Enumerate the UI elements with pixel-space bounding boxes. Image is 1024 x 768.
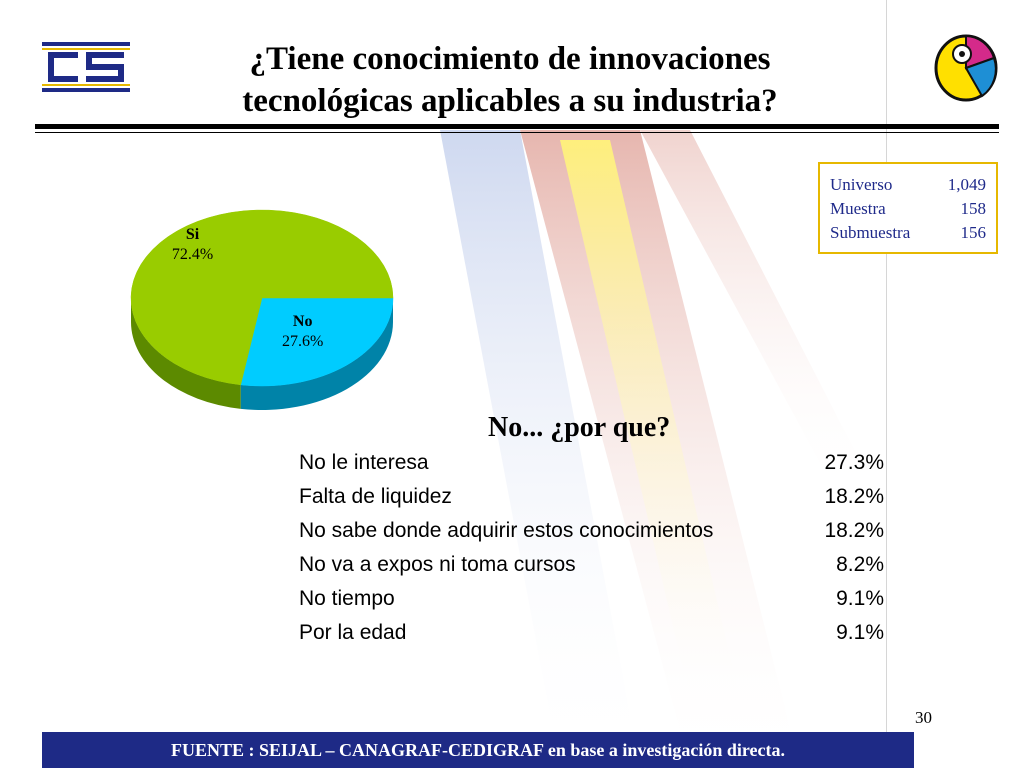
- table-row: No sabe donde adquirir estos conocimient…: [299, 519, 884, 553]
- pie-value-si: 72.4%: [172, 246, 213, 263]
- info-label: Universo: [830, 175, 893, 194]
- reason-label: No le interesa: [299, 451, 429, 474]
- reason-label: Por la edad: [299, 621, 407, 644]
- info-value: 1,049: [947, 175, 986, 194]
- reason-value: 18.2%: [824, 519, 884, 542]
- info-row-submuestra: Submuestra 156: [830, 220, 996, 244]
- info-value: 158: [960, 199, 987, 218]
- pie-side-no: [240, 298, 394, 410]
- source-footer: FUENTE : SEIJAL – CANAGRAF-CEDIGRAF en b…: [42, 732, 914, 768]
- organization-logo: [42, 42, 130, 92]
- reason-value: 9.1%: [836, 587, 884, 610]
- reason-value: 8.2%: [836, 553, 884, 576]
- pie-label-no: No: [293, 313, 313, 330]
- slide-title: ¿Tiene conocimiento de innovaciones tecn…: [150, 38, 870, 122]
- title-line-1: ¿Tiene conocimiento de innovaciones: [249, 41, 771, 77]
- reason-label: No tiempo: [299, 587, 395, 610]
- info-value: 156: [960, 223, 987, 242]
- table-row: No va a expos ni toma cursos 8.2%: [299, 553, 884, 587]
- pie-label-si: Si: [186, 226, 200, 243]
- table-row: Por la edad 9.1%: [299, 621, 884, 655]
- pie-slice-si: [130, 209, 394, 386]
- table-row: No le interesa 27.3%: [299, 451, 884, 485]
- page-number: 30: [915, 708, 932, 727]
- reason-label: Falta de liquidez: [299, 485, 452, 508]
- table-row: Falta de liquidez 18.2%: [299, 485, 884, 519]
- sample-info-box: Universo 1,049 Muestra 158 Submuestra 15…: [818, 162, 998, 254]
- reason-label: No sabe donde adquirir estos conocimient…: [299, 519, 714, 542]
- reason-value: 27.3%: [824, 451, 884, 474]
- pie-side-si: [131, 298, 241, 409]
- info-label: Muestra: [830, 199, 886, 218]
- title-rule-thin: [35, 132, 999, 133]
- pie-slice-no: [240, 297, 394, 387]
- title-rule-thick: [35, 124, 999, 129]
- reason-value: 9.1%: [836, 621, 884, 644]
- reason-value: 18.2%: [824, 485, 884, 508]
- pie-value-no: 27.6%: [282, 333, 323, 350]
- info-row-muestra: Muestra 158: [830, 196, 996, 220]
- reasons-title: No... ¿por que?: [488, 412, 671, 443]
- title-line-2: tecnológicas aplicables a su industria?: [242, 83, 778, 119]
- reason-label: No va a expos ni toma cursos: [299, 553, 576, 576]
- right-margin-rule: [886, 0, 887, 768]
- pie-chart: Si 72.4% No 27.6%: [130, 209, 394, 410]
- colorful-circle-logo: [934, 34, 998, 102]
- table-row: No tiempo 9.1%: [299, 587, 884, 621]
- info-row-universo: Universo 1,049: [830, 172, 996, 196]
- info-label: Submuestra: [830, 223, 911, 242]
- reasons-table: No le interesa 27.3% Falta de liquidez 1…: [299, 451, 884, 655]
